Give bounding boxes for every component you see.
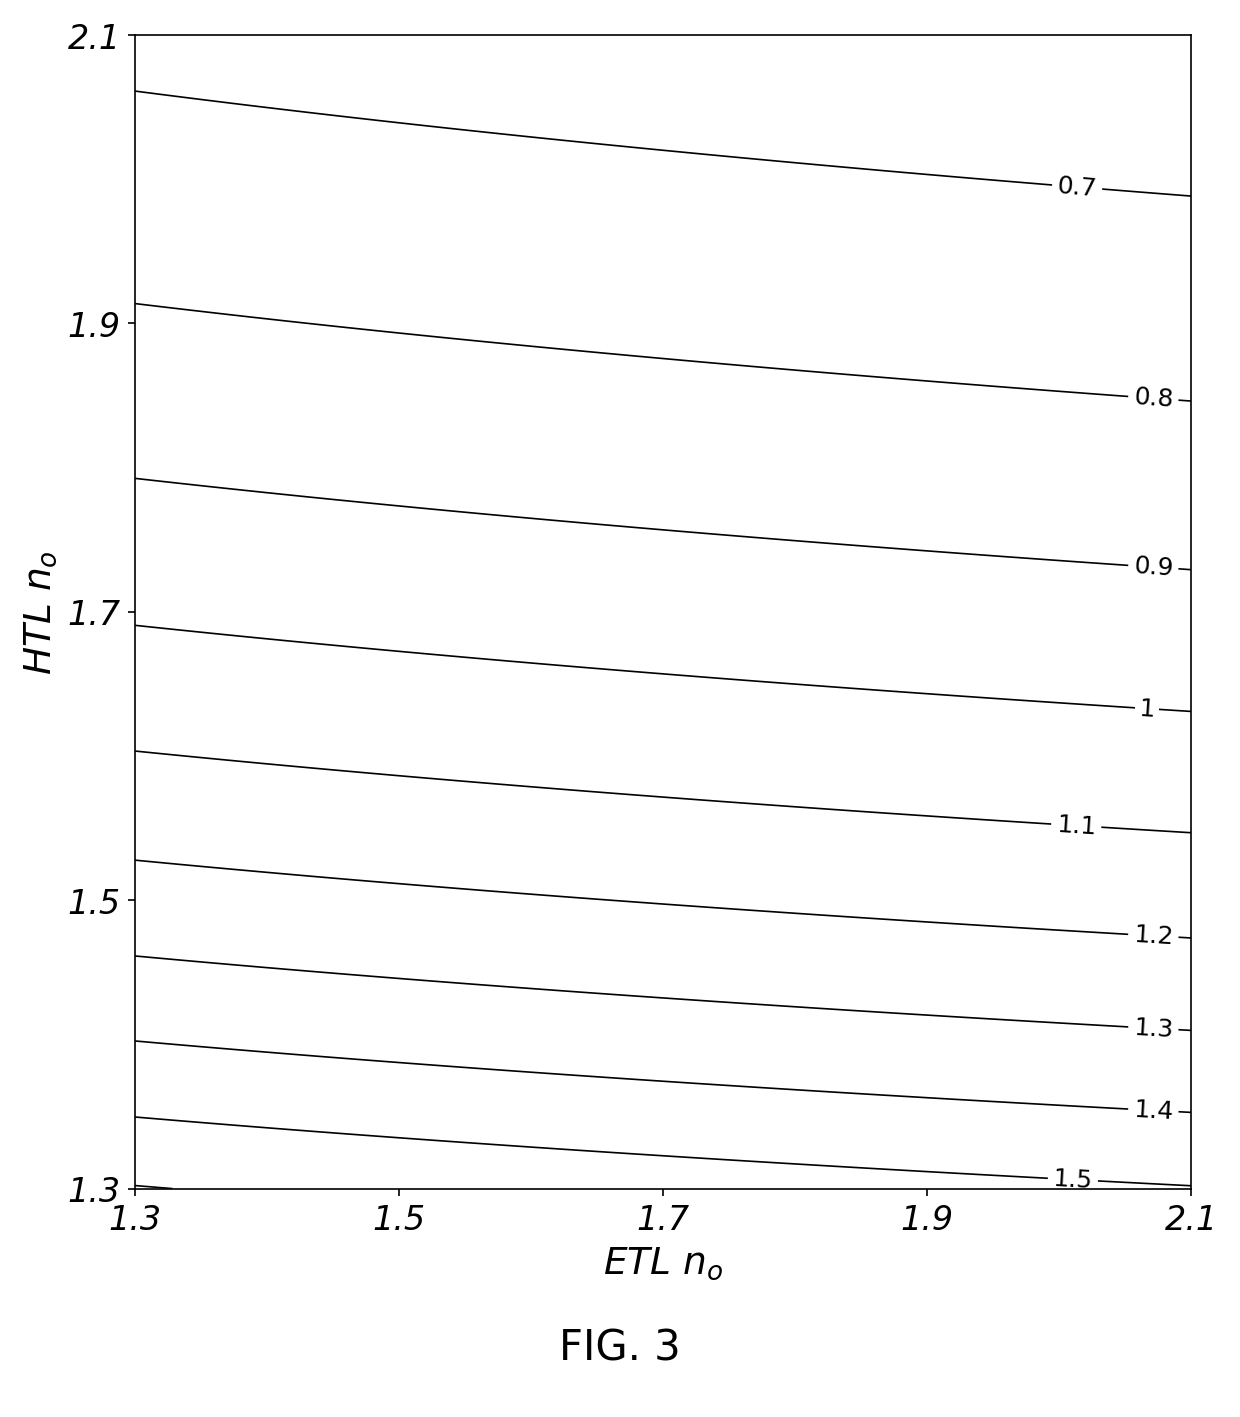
X-axis label: $ETL\ n_o$: $ETL\ n_o$ <box>603 1244 723 1281</box>
Text: 1: 1 <box>1138 696 1156 721</box>
Text: 1.3: 1.3 <box>1132 1016 1173 1041</box>
Text: 1.2: 1.2 <box>1132 922 1173 949</box>
Text: 1.5: 1.5 <box>1052 1166 1092 1193</box>
Text: 1.4: 1.4 <box>1132 1097 1173 1124</box>
Text: 1.1: 1.1 <box>1055 812 1096 839</box>
Text: FIG. 3: FIG. 3 <box>559 1328 681 1369</box>
Y-axis label: $HTL\ n_o$: $HTL\ n_o$ <box>22 550 60 674</box>
Text: 0.9: 0.9 <box>1132 554 1173 581</box>
Text: 0.7: 0.7 <box>1056 174 1097 201</box>
Text: 0.8: 0.8 <box>1132 385 1173 412</box>
